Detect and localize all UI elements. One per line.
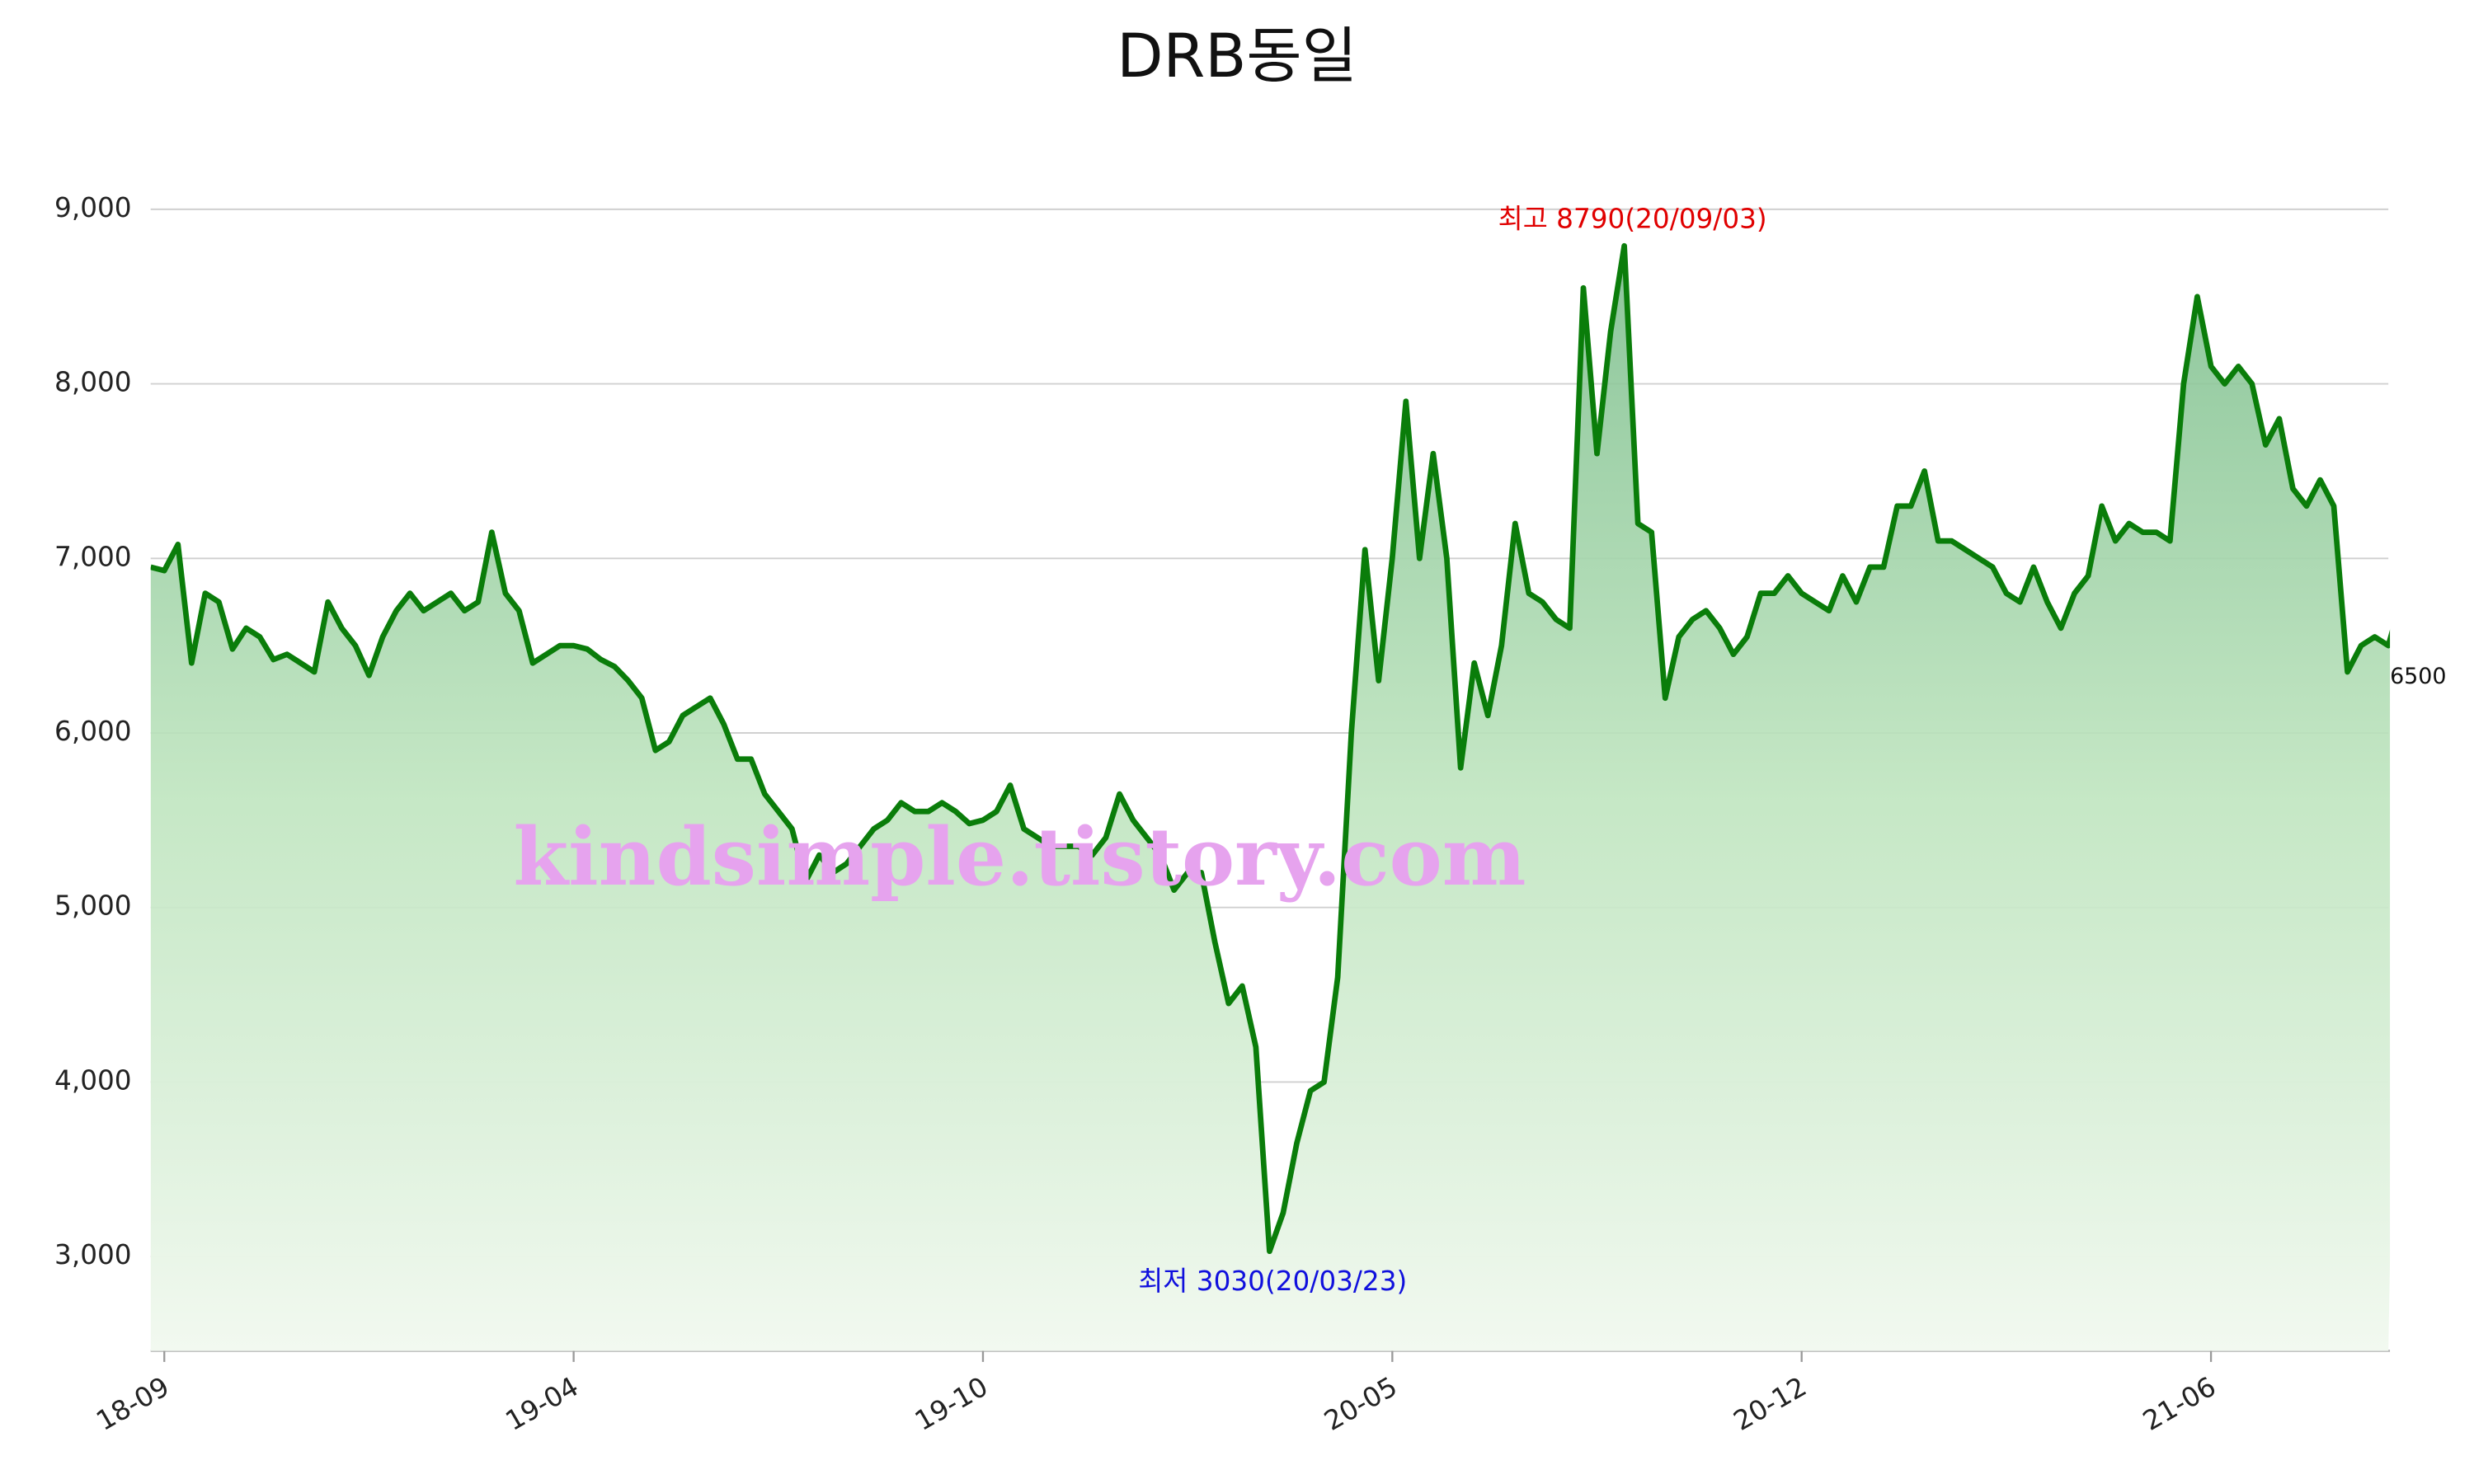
x-tick-label: 19-04	[501, 1371, 584, 1437]
x-tick-label: 19-10	[910, 1371, 993, 1437]
plot	[150, 242, 2391, 1351]
y-tick-label: 3,000	[54, 1239, 132, 1270]
x-tick-label: 18-09	[91, 1371, 174, 1437]
min-annotation: 최저 3030(20/03/23)	[1138, 1266, 1407, 1297]
watermark: kindsimple.tistory.com	[514, 810, 1526, 904]
max-annotation: 최고 8790(20/09/03)	[1498, 204, 1767, 235]
y-tick-label: 4,000	[54, 1064, 132, 1096]
y-tick-label: 6,000	[54, 716, 132, 747]
last-value-label: 6500	[2390, 664, 2446, 689]
chart-title: DRB동일	[1117, 21, 1357, 92]
y-tick-label: 8,000	[54, 367, 132, 398]
y-tick-label: 5,000	[54, 890, 132, 922]
x-tick-label: 20-12	[1729, 1371, 1812, 1437]
line	[150, 242, 2391, 1255]
x-tick-label: 21-06	[2138, 1371, 2221, 1437]
area	[150, 246, 2391, 1351]
y-tick-label: 9,000	[54, 192, 132, 223]
y-tick-label: 7,000	[54, 541, 132, 572]
x-tick-label: 20-05	[1319, 1371, 1402, 1437]
